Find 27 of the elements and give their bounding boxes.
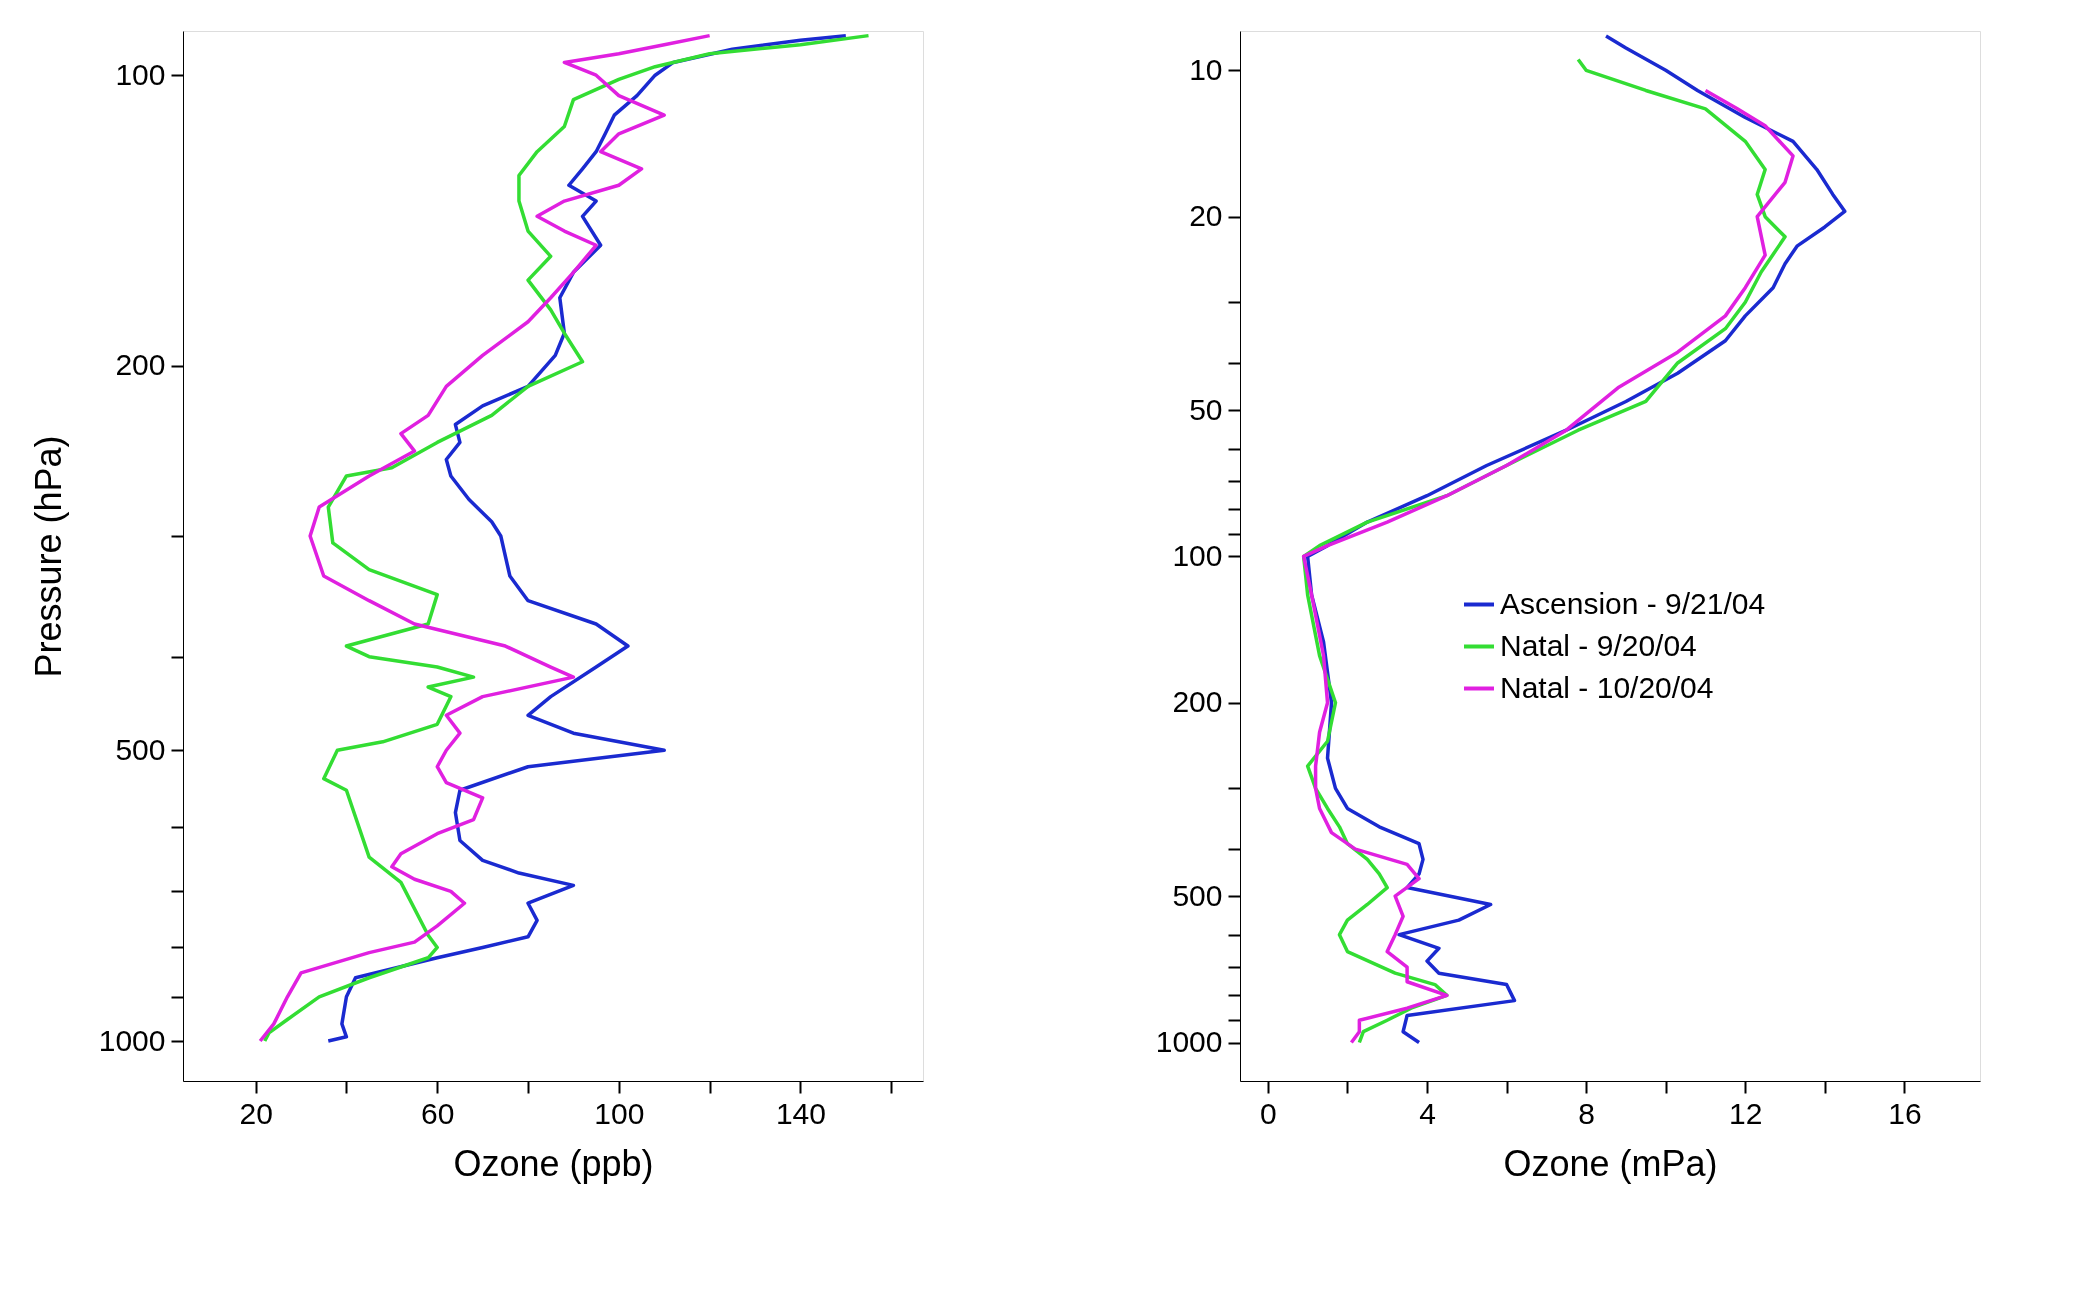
y-axis-title: Pressure (hPa)	[27, 435, 69, 678]
x-tick-label: 4	[1419, 1096, 1436, 1130]
legend-label: Natal - 10/20/04	[1500, 670, 1714, 704]
x-tick-label: 140	[775, 1096, 826, 1130]
line-series	[258, 33, 712, 1043]
y-tick-label: 500	[1172, 878, 1223, 912]
x-axis-title: Ozone (mPa)	[1503, 1142, 1718, 1184]
x-axis-title: Ozone (ppb)	[453, 1142, 654, 1184]
x-tick-label: 100	[594, 1096, 645, 1130]
y-tick-label: 10	[1189, 52, 1223, 86]
y-tick-label: 100	[115, 57, 166, 91]
y-tick-label: 200	[115, 348, 166, 382]
x-tick-label: 20	[239, 1096, 273, 1130]
y-tick-label: 50	[1189, 392, 1223, 426]
y-tick-label: 200	[1172, 685, 1223, 719]
x-tick-label: 60	[421, 1096, 455, 1130]
x-tick-label: 0	[1260, 1096, 1277, 1130]
y-tick-label: 500	[115, 732, 166, 766]
legend-label: Natal - 9/20/04	[1500, 628, 1697, 662]
x-tick-label: 8	[1578, 1096, 1595, 1130]
y-tick-label: 100	[1172, 538, 1223, 572]
y-tick-label: 1000	[1155, 1025, 1223, 1059]
x-tick-label: 16	[1888, 1096, 1922, 1130]
x-tick-label: 12	[1729, 1096, 1763, 1130]
legend-label: Ascension - 9/21/04	[1500, 586, 1766, 620]
y-tick-label: 20	[1189, 199, 1223, 233]
y-tick-label: 1000	[98, 1023, 166, 1057]
